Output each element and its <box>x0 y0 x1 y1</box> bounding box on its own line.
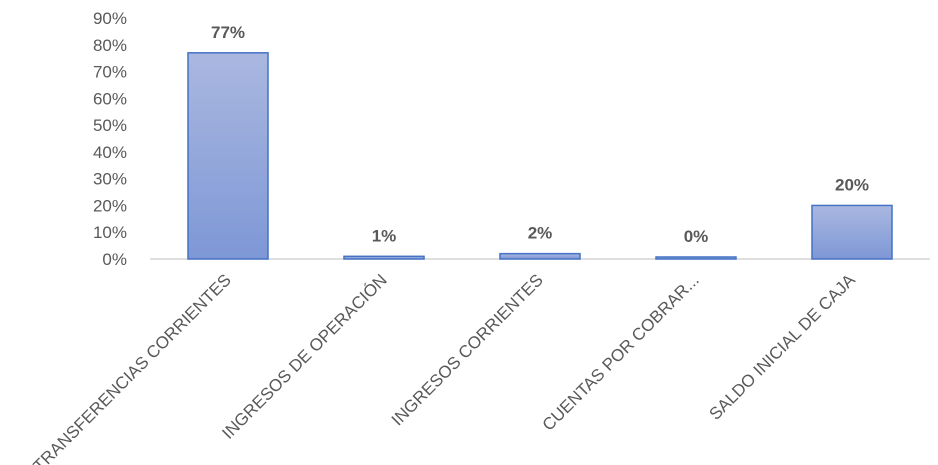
category-label: INGRESOS CORRIENTES <box>388 270 547 429</box>
y-tick-label: 40% <box>93 143 127 162</box>
data-labels-group: 77% 1% 2% 0% 20% <box>211 23 869 246</box>
y-tick-label: 80% <box>93 36 127 55</box>
y-tick-label: 30% <box>93 170 127 189</box>
data-label: 2% <box>528 224 553 243</box>
category-label: INGRESOS DE OPERACIÓN <box>218 270 390 442</box>
data-label: 1% <box>372 226 397 245</box>
data-label: 77% <box>211 23 245 42</box>
y-axis-ticks: 0% 10% 20% 30% 40% 50% 60% 70% 80% 90% <box>93 9 127 269</box>
bar <box>343 255 425 260</box>
bar <box>187 52 269 260</box>
y-tick-label: 0% <box>102 250 127 269</box>
bar <box>655 256 737 260</box>
category-label: CUENTAS POR COBRAR... <box>539 270 703 434</box>
y-tick-label: 20% <box>93 196 127 215</box>
data-label: 0% <box>684 227 709 246</box>
bars-group <box>187 52 893 260</box>
category-label: TRANSFERENCIAS CORRIENTES <box>30 270 235 465</box>
y-tick-label: 10% <box>93 223 127 242</box>
bar <box>499 252 581 260</box>
y-tick-label: 90% <box>93 9 127 28</box>
y-tick-label: 60% <box>93 89 127 108</box>
bar <box>811 204 893 260</box>
y-tick-label: 70% <box>93 63 127 82</box>
category-label: SALDO INICIAL DE CAJA <box>706 270 860 424</box>
y-tick-label: 50% <box>93 116 127 135</box>
data-label: 20% <box>835 175 869 194</box>
